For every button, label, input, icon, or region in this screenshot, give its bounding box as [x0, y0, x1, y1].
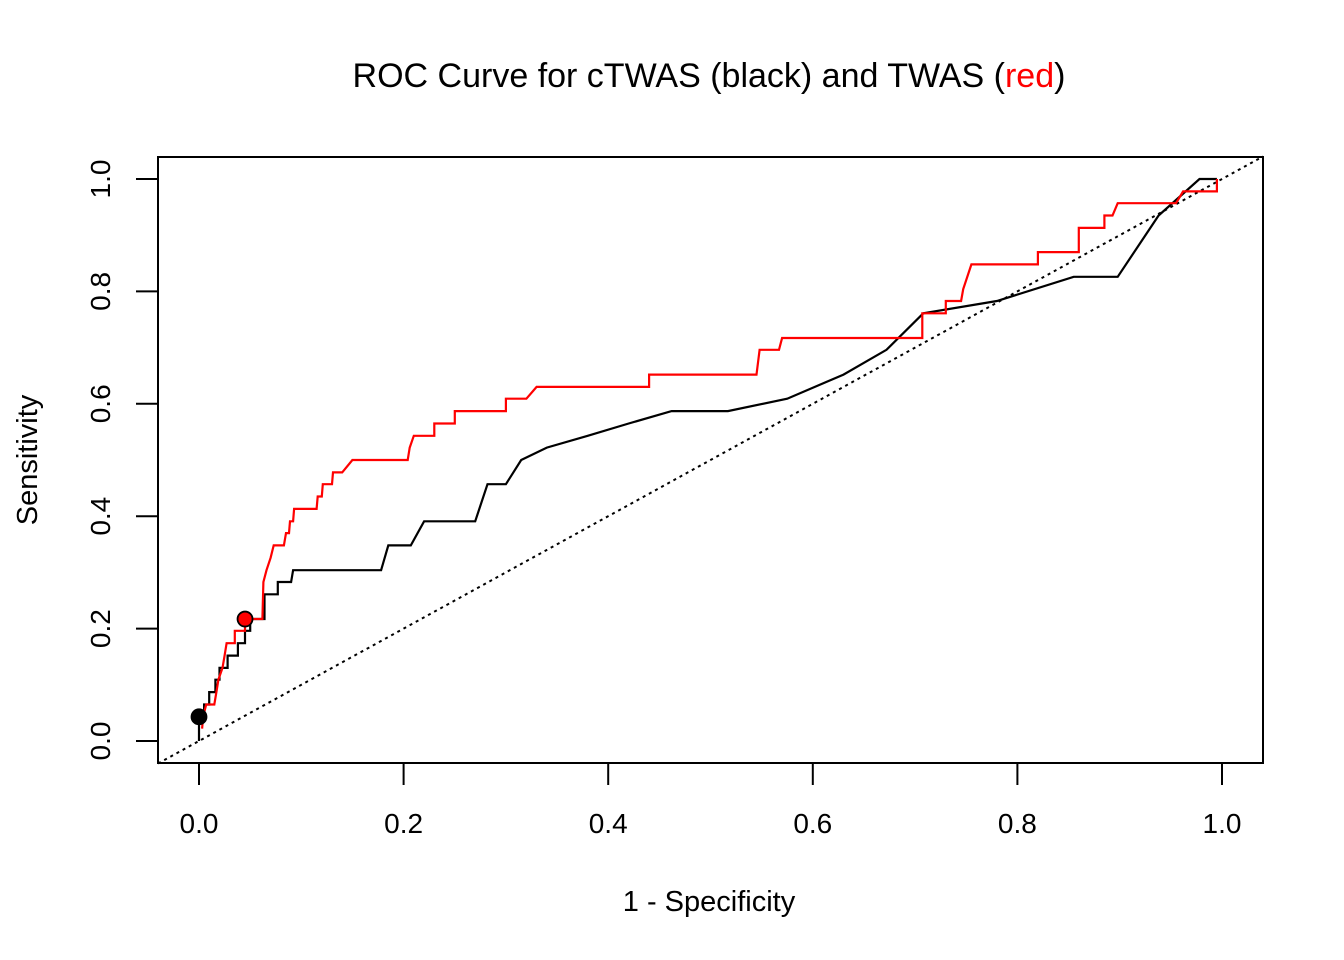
x-tick-label: 1.0: [1203, 808, 1242, 839]
x-axis-title: 1 - Specificity: [623, 886, 796, 918]
reference-diagonal-line: [157, 155, 1264, 765]
y-tick-label: 0.0: [85, 722, 116, 761]
x-tick-label: 0.0: [180, 808, 219, 839]
x-tick-label: 0.2: [384, 808, 423, 839]
y-tick-label: 0.6: [85, 384, 116, 423]
x-axis: 0.0 0.2 0.4 0.6 0.8 1.0: [180, 762, 1242, 839]
chart-title: ROC Curve for cTWAS (black) and TWAS (re…: [353, 57, 1066, 95]
chart-title-prefix: ROC Curve for cTWAS (black) and TWAS (: [353, 57, 1006, 95]
y-tick-label: 0.4: [85, 497, 116, 536]
plot-area: [157, 155, 1264, 765]
x-tick-label: 0.8: [998, 808, 1037, 839]
x-tick-label: 0.6: [793, 808, 832, 839]
y-tick-label: 1.0: [85, 160, 116, 199]
y-axis-title: Sensitivity: [12, 394, 44, 525]
y-tick-label: 0.8: [85, 272, 116, 311]
roc-series-line-1: [201, 179, 1218, 729]
x-tick-label: 0.4: [589, 808, 628, 839]
threshold-point-0: [190, 708, 208, 726]
threshold-point-1: [236, 610, 254, 628]
y-axis: 0.0 0.2 0.4 0.6 0.8 1.0: [85, 160, 159, 761]
chart-title-suffix: ): [1054, 57, 1065, 95]
chart-title-highlight: red: [1005, 57, 1054, 95]
y-tick-label: 0.2: [85, 609, 116, 648]
